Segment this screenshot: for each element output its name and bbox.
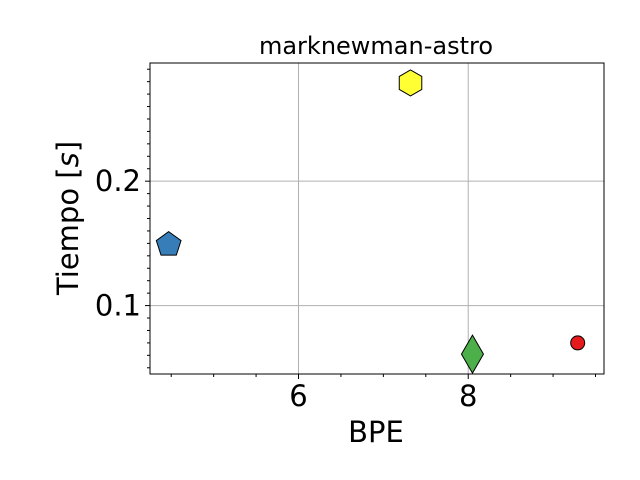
y-tick-label: 0.1 [95,289,141,323]
x-tick-label: 8 [459,379,477,413]
major-ticks: 6 8 0.1 0.2 [95,164,478,413]
hexagon-point [398,69,423,97]
data-points [155,69,586,375]
diamond-point [460,334,485,375]
plot-frame [149,62,605,375]
x-tick-label: 6 [289,379,307,413]
grid-lines [150,63,604,374]
pentagon-point [155,231,182,256]
x-axis-label: BPE [348,415,404,449]
minor-ticks [147,68,597,377]
y-axis-label: Tiempo [s] [51,141,85,296]
circle-point [570,335,586,351]
y-tick-label: 0.2 [95,164,141,198]
chart-title: marknewman-astro [259,32,493,60]
